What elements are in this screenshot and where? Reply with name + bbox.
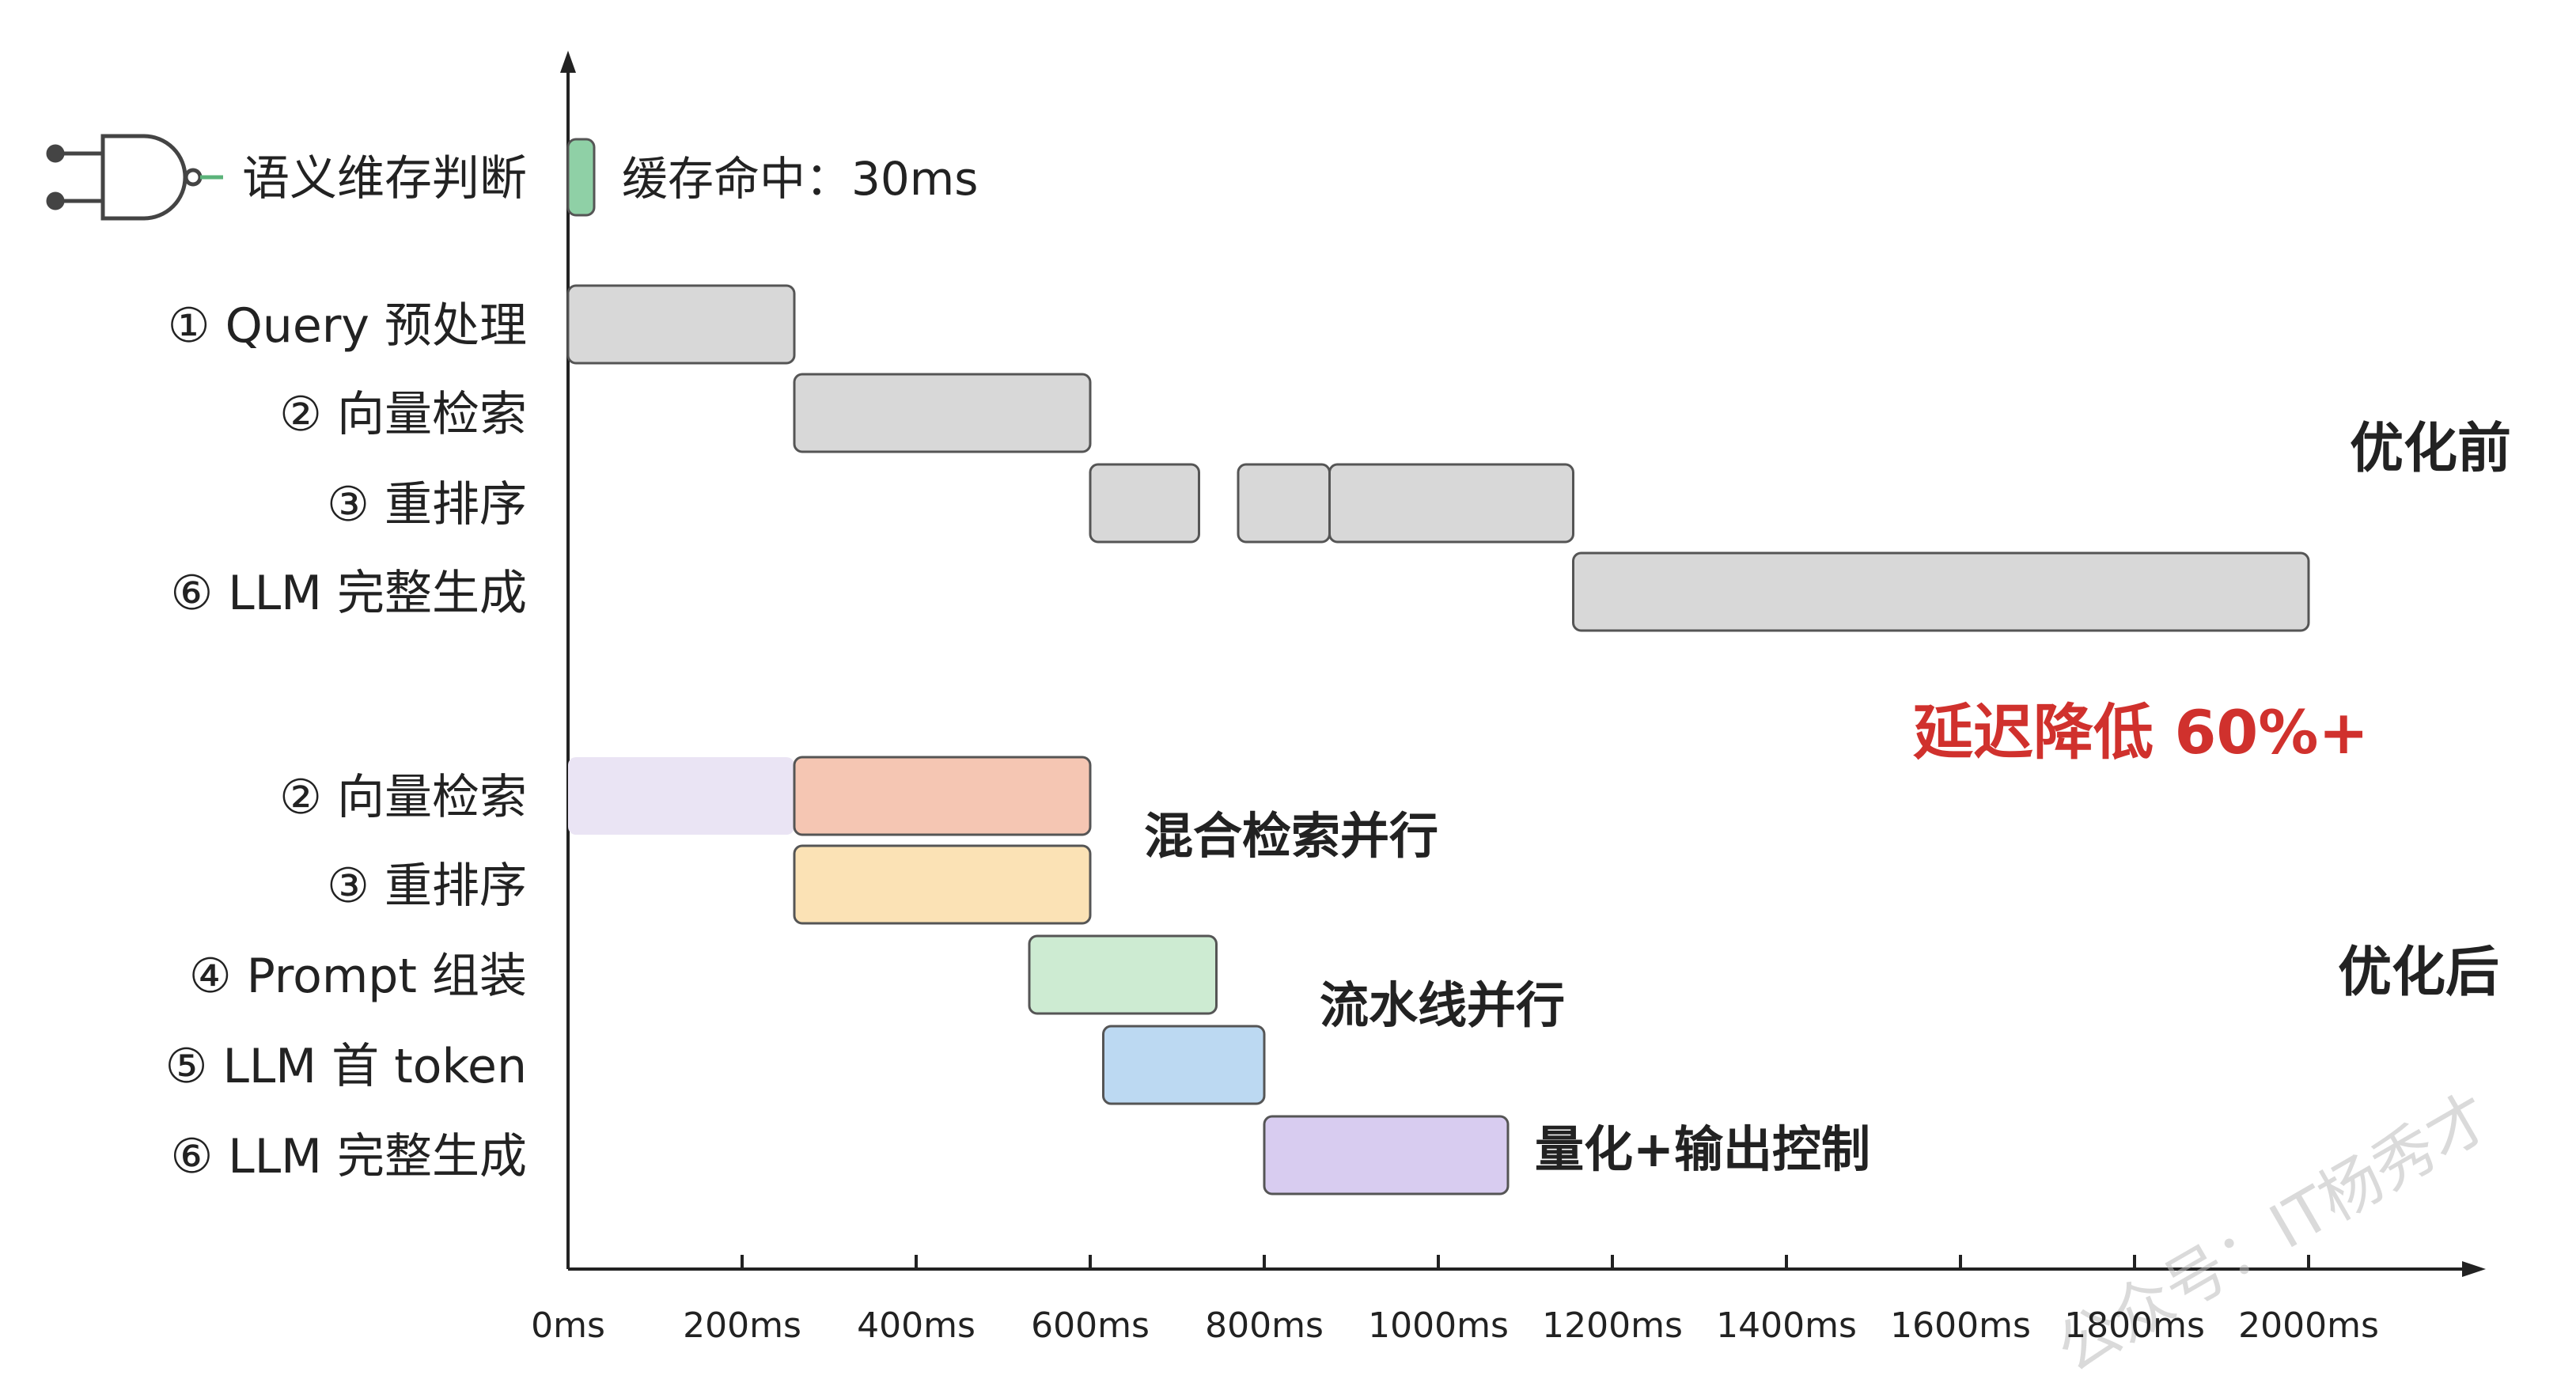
bars bbox=[566, 138, 2310, 1195]
bar-after bbox=[1028, 934, 1218, 1015]
bar-cache-hit bbox=[566, 138, 596, 217]
bar-before bbox=[1572, 551, 2310, 632]
bar-after bbox=[568, 757, 794, 835]
bar-before bbox=[566, 284, 796, 365]
bar-before bbox=[793, 373, 1092, 453]
row-label-after: ⑥ LLM 完整生成 bbox=[170, 1129, 527, 1184]
row-label-before: ② 向量检索 bbox=[279, 387, 527, 442]
row-label-before: ③ 重排序 bbox=[327, 477, 527, 532]
x-tick-label: 1400ms bbox=[1716, 1305, 1857, 1346]
note-hybrid-search-parallel: 混合检索并行 bbox=[1144, 807, 1438, 865]
row-label-before: ① Query 预处理 bbox=[168, 298, 527, 354]
latency-reduction-text: 延迟降低 60%+ bbox=[1913, 697, 2369, 767]
note-quantization-output-control: 量化+输出控制 bbox=[1535, 1120, 1870, 1178]
bar-after bbox=[1102, 1025, 1266, 1105]
x-tick-label: 0ms bbox=[531, 1305, 605, 1346]
x-axis-ticks: 0ms 200ms 400ms 600ms 800ms 1000ms 1200ms 1400m… bbox=[531, 1255, 2379, 1346]
bar-before bbox=[1237, 463, 1331, 544]
row-label-after: ② 向量检索 bbox=[279, 770, 527, 825]
x-tick-label: 1000ms bbox=[1368, 1305, 1509, 1346]
row-label-after: ③ 重排序 bbox=[327, 858, 527, 914]
x-tick-label: 1200ms bbox=[1542, 1305, 1683, 1346]
x-tick-label: 1600ms bbox=[1890, 1305, 2031, 1346]
bar-after bbox=[793, 844, 1092, 925]
before-group-label: 优化前 bbox=[2350, 418, 2511, 480]
nand-gate-icon bbox=[46, 134, 223, 221]
x-tick-label: 200ms bbox=[683, 1305, 801, 1346]
row-label-after: ⑤ LLM 首 token bbox=[165, 1039, 527, 1094]
bar-before bbox=[1328, 463, 1574, 544]
bar-before bbox=[1089, 463, 1200, 544]
bar-after bbox=[1263, 1115, 1510, 1195]
x-tick-label: 2000ms bbox=[2238, 1305, 2379, 1346]
x-tick-label: 400ms bbox=[857, 1305, 975, 1346]
bar-after bbox=[793, 756, 1092, 836]
cache-annotation: 缓存命中：30ms bbox=[622, 152, 979, 206]
x-tick-label: 800ms bbox=[1205, 1305, 1324, 1346]
x-tick-label: 600ms bbox=[1031, 1305, 1150, 1346]
row-label-before: ⑥ LLM 完整生成 bbox=[170, 566, 527, 621]
x-axis-arrow bbox=[2462, 1261, 2486, 1277]
after-group-label: 优化后 bbox=[2338, 942, 2499, 1004]
x-tick-label: 1800ms bbox=[2064, 1305, 2205, 1346]
row-label-semantic-cache: 语义维存判断 bbox=[242, 151, 527, 207]
row-label-after: ④ Prompt 组装 bbox=[189, 949, 527, 1004]
row-labels: 语义维存判断 ① Query 预处理 ② 向量检索 ③ 重排序 ⑥ LLM 完整生成 ② … bbox=[165, 151, 527, 1184]
y-axis-arrow bbox=[560, 51, 576, 73]
note-pipeline-parallel: 流水线并行 bbox=[1320, 976, 1565, 1034]
